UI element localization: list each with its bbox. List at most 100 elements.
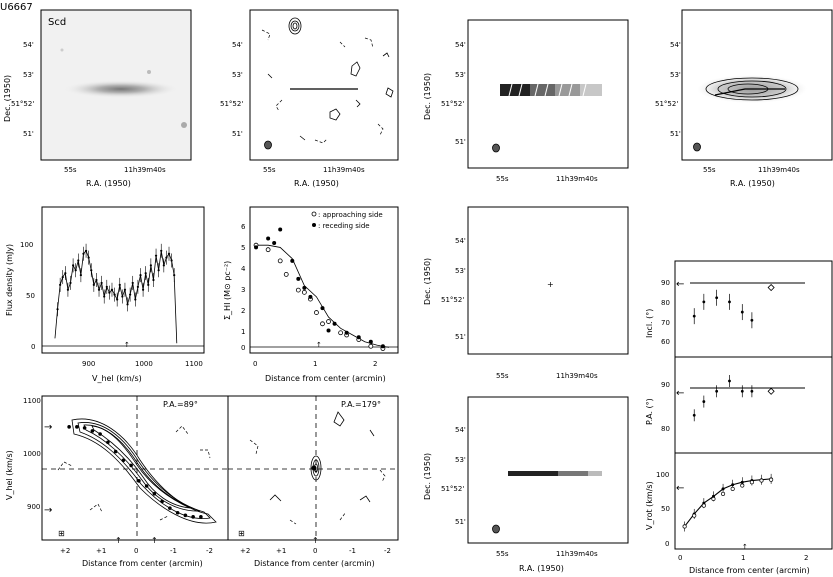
spectrum-point	[147, 283, 150, 286]
y-tick-label: 0	[241, 344, 245, 352]
pa-major-label: P.A.=89°	[163, 400, 198, 409]
spectrum-point	[87, 256, 90, 259]
approaching-point	[265, 247, 271, 253]
receding-point	[320, 306, 325, 311]
dec-tick-label: 54'	[670, 41, 681, 49]
outer-radius-arrow: ↑	[316, 341, 322, 349]
spectrum-point	[69, 281, 72, 285]
spectrum-point	[154, 254, 158, 257]
vrot-fit-line	[684, 478, 772, 527]
dec-tick-label: 54'	[455, 41, 466, 49]
center-position-frame	[467, 206, 629, 355]
receding-point	[356, 335, 361, 340]
pv-noise-contours	[57, 425, 211, 521]
pv-major-contour	[71, 418, 217, 524]
receding-point	[344, 330, 349, 335]
dec-tick-label: 54'	[455, 426, 466, 434]
global-profile-panel: 100 50 0 900 1000 1100 Flux density (mJy…	[5, 206, 205, 383]
spectrum-point	[108, 291, 111, 294]
spectrum-point	[139, 274, 142, 277]
vrot-tick-label: 50	[661, 505, 670, 513]
spectrum-point	[72, 264, 75, 267]
ra-axis-label: R.A. (1950)	[86, 179, 131, 188]
outer-radius-arrow: ↑	[115, 536, 122, 545]
incl-point	[750, 318, 754, 322]
x-tick-label: 2	[804, 554, 808, 562]
y-tick-label: 5	[241, 244, 245, 252]
incl-axis-label: Incl. (°)	[645, 309, 654, 338]
approaching-point	[320, 321, 325, 327]
approaching-point	[326, 319, 331, 324]
ra-tick-label: 55s	[496, 372, 509, 380]
receding-point	[326, 328, 331, 333]
spectrum-point	[59, 283, 62, 286]
hi-density-frame	[681, 9, 833, 161]
pv-rotation-point	[113, 449, 118, 454]
approaching-point	[295, 287, 301, 293]
incl-point	[715, 296, 719, 300]
hi-density-panel: 54' 53' 51°52' 51' 55s 11h39m40s R.A. (1…	[655, 9, 833, 188]
galaxy-optical-disk	[63, 80, 179, 98]
y-tick-label: 50	[26, 292, 35, 300]
dec-tick-label: 53'	[670, 71, 681, 79]
dec-tick-label: 53'	[455, 456, 466, 464]
ra-tick-label: 55s	[496, 550, 509, 558]
pv-rotation-point	[168, 506, 172, 510]
vrot-tick-label: 0	[665, 540, 669, 548]
incl-tick-label: 60	[661, 338, 670, 346]
ra-tick-label: 11h39m40s	[556, 175, 598, 183]
beam-ellipse	[264, 140, 272, 150]
receding-point	[272, 240, 277, 245]
pv-rotation-point	[67, 425, 71, 429]
ra-tick-label: 55s	[263, 166, 276, 174]
hi-blob-contour	[329, 108, 341, 121]
y-tick-label: 900	[27, 503, 40, 511]
dec-tick-label: 51°52'	[441, 100, 464, 108]
x-tick-label: 1	[741, 554, 745, 562]
spectrum-point	[56, 308, 59, 311]
optical-image-panel: U6667 Scd Dec. (1950) 54' 53' 51°52' 51'…	[0, 2, 192, 188]
vrot-tick-label: 100	[656, 471, 669, 479]
vrot-approaching-point	[692, 513, 697, 518]
legend-receding: : receding side	[318, 222, 370, 230]
ra-tick-label: 55s	[703, 166, 716, 174]
pa-frame	[674, 356, 833, 454]
vmax-arrow: ←	[676, 483, 684, 494]
x-tick-label: 1000	[135, 360, 153, 368]
receding-point	[254, 245, 259, 250]
mean-profile-line	[256, 244, 390, 348]
y-tick-label: 6	[241, 223, 246, 231]
beam-ellipse	[492, 143, 500, 153]
dec-tick-label: 54'	[232, 41, 243, 49]
pa-arrow: ←	[676, 388, 684, 399]
pv-major-beam-cross: ⊞	[58, 529, 65, 538]
hi-contour-frame	[249, 9, 399, 161]
spectrum-point	[97, 288, 101, 291]
incl-tick-label: 80	[661, 299, 670, 307]
isovelocity-contours	[508, 83, 587, 97]
dec-tick-label: 51'	[455, 333, 466, 341]
velocity-field-fill	[500, 84, 530, 96]
center-arrow: ↑	[312, 536, 319, 545]
pv-minor-beam-cross: ⊞	[238, 529, 245, 538]
spectrum-point	[61, 275, 64, 279]
foreground-star	[181, 122, 187, 128]
hi-contour-panel: 54' 53' 51°52' 51' 55s 11h39m40s R.A. (1…	[220, 9, 399, 188]
noise-contours	[267, 52, 390, 141]
spectrum-point	[170, 259, 173, 262]
hi-density-contour	[705, 77, 799, 101]
pa-point	[750, 389, 754, 393]
pa-point	[692, 413, 696, 417]
pa-point	[702, 400, 706, 403]
vrot-approaching-point	[711, 496, 716, 501]
y-axis-label: V_hel (km/s)	[5, 450, 14, 500]
receding-point	[368, 339, 373, 344]
spectrum-point	[160, 249, 163, 252]
vrot-approaching-point	[749, 480, 754, 485]
pv-rotation-point	[199, 515, 203, 519]
spectrum-point	[131, 281, 134, 285]
pa-axis-label: P.A. (°)	[645, 398, 654, 425]
velocity-field-panel: Dec. (1950) 54' 53' 51°52' 51' 55s 11h39…	[423, 19, 629, 183]
pv-rotation-point	[90, 429, 95, 433]
hi-blob-contour	[385, 87, 394, 98]
